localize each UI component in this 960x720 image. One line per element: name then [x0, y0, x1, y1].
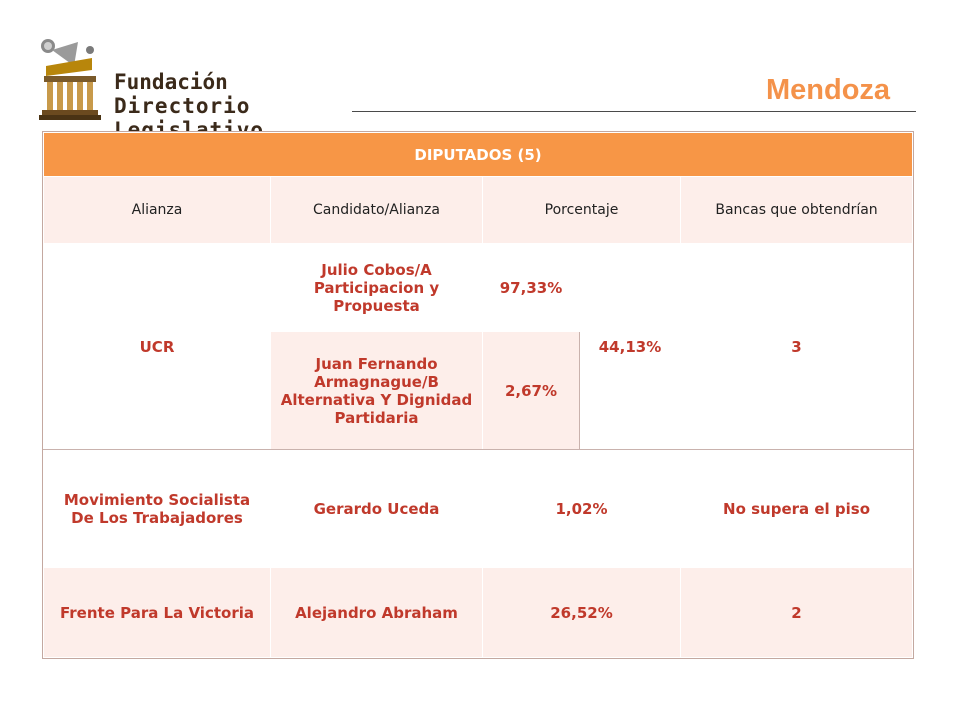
candidate-cell: Gerardo Uceda [270, 449, 483, 568]
foundation-logo: Fundación Directorio Legislativo [34, 36, 334, 142]
table-row: Movimiento Socialista De Los Trabajadore… [43, 449, 914, 568]
candidate-cell: Juan Fernando Armagnague/B Alternativa Y… [270, 331, 483, 450]
building-logo-icon [39, 39, 101, 120]
bancas-cell: No supera el piso [679, 449, 914, 568]
alianza-cell: Frente Para La Victoria [43, 567, 271, 658]
column-header-porcentaje: Porcentaje [482, 176, 681, 244]
table-row: Juan Fernando Armagnague/B Alternativa Y… [44, 331, 913, 450]
header-divider [352, 111, 916, 112]
bancas-cell: 2 [679, 567, 914, 658]
column-header-candidato: Candidato/Alianza [270, 176, 483, 244]
candidate-cell: Julio Cobos/A Participacion y Propuesta [270, 243, 483, 332]
percentage-cell: 26,52% [482, 567, 681, 658]
percentage-cell: 1,02% [482, 449, 681, 568]
page-title: Mendoza [766, 74, 891, 106]
table-caption-row: DIPUTADOS (5) [42, 132, 914, 177]
results-table: DIPUTADOS (5) Alianza Candidato/Alianza … [41, 131, 915, 659]
percentage-cell: 44,13% [579, 243, 681, 450]
candidate-cell: Alejandro Abraham [270, 567, 483, 658]
column-header-alianza: Alianza [43, 176, 271, 244]
table-row: UCR Julio Cobos/A Participacion y Propue… [43, 243, 914, 450]
table-caption: DIPUTADOS (5) [42, 132, 914, 177]
logo-text-fundacion: Fundación [114, 70, 228, 94]
candidate-percentage-cell: 97,33% [482, 243, 580, 332]
candidate-percentage-cell: 2,67% [482, 331, 580, 450]
bancas-cell: 3 [679, 243, 914, 450]
alianza-cell: UCR [43, 243, 271, 450]
alianza-cell: Movimiento Socialista De Los Trabajadore… [43, 449, 271, 568]
column-header-bancas: Bancas que obtendrían [679, 176, 914, 244]
table-header-row: Alianza Candidato/Alianza Porcentaje Ban… [43, 176, 914, 244]
table-row: Frente Para La Victoria Alejandro Abraha… [43, 567, 914, 658]
